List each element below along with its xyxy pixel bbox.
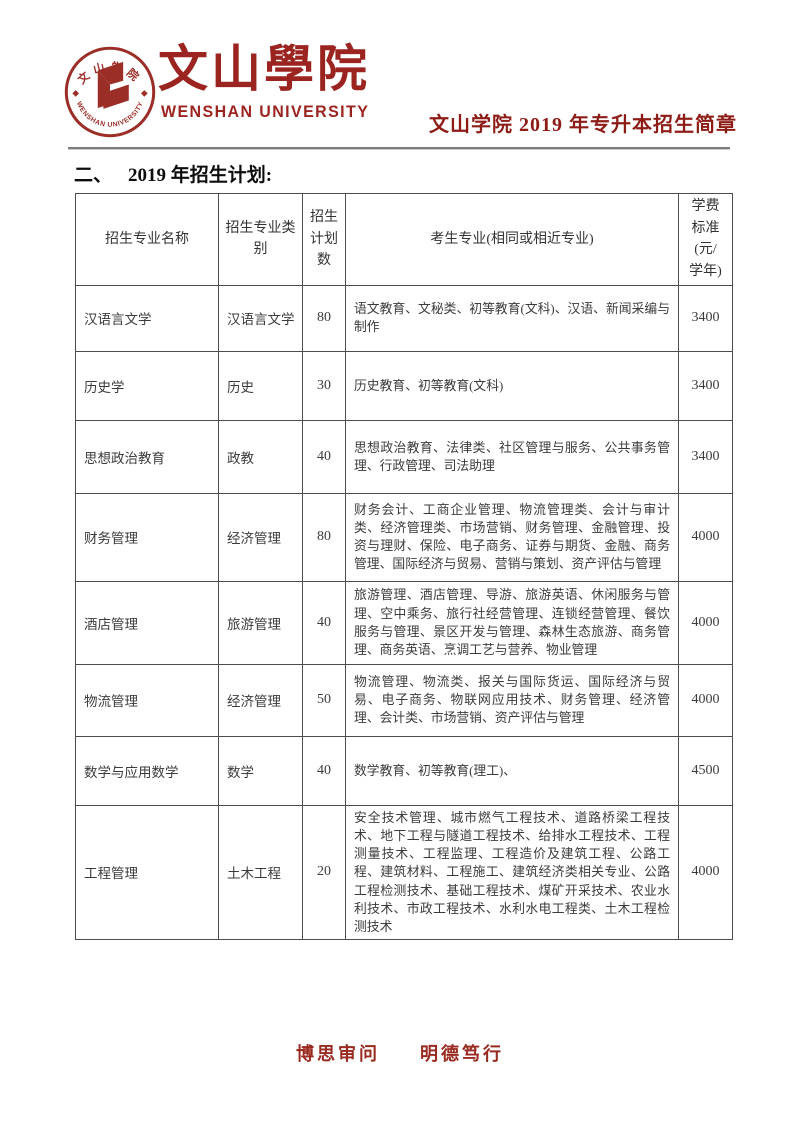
cell-tuition: 4000 bbox=[678, 492, 733, 582]
cell-candidates: 历史教育、初等教育(文科) bbox=[345, 350, 679, 421]
col-header-tuition: 学费 标准 (元/ 学年) bbox=[678, 193, 733, 286]
seal-right-dot bbox=[140, 90, 148, 97]
cell-plan: 20 bbox=[302, 804, 346, 941]
section-heading: 二、 2019 年招生计划: bbox=[74, 160, 272, 187]
cell-tuition: 4000 bbox=[678, 804, 733, 941]
cell-category: 汉语言文学 bbox=[218, 284, 303, 352]
cell-candidates: 旅游管理、酒店管理、导游、旅游英语、休闲服务与管理、空中乘务、旅行社经营管理、连… bbox=[345, 580, 679, 665]
table-row: 历史学 历史 30 历史教育、初等教育(文科) 3400 bbox=[75, 350, 733, 421]
cell-major: 物流管理 bbox=[75, 663, 219, 737]
section-title: 2019 年招生计划: bbox=[128, 165, 273, 186]
table-row: 物流管理 经济管理 50 物流管理、物流类、报关与国际货运、国际经济与贸易、电子… bbox=[75, 663, 733, 737]
cell-category: 经济管理 bbox=[218, 663, 303, 737]
table-row: 汉语言文学 汉语言文学 80 语文教育、文秘类、初等教育(文科)、汉语、新闻采编… bbox=[75, 284, 733, 352]
cell-category: 旅游管理 bbox=[218, 580, 303, 665]
cell-tuition: 3400 bbox=[678, 284, 733, 352]
header-divider bbox=[68, 147, 730, 150]
footer-motto: 博思审问 明德笃行 bbox=[0, 1040, 800, 1066]
admission-plan-table-container: 招生专业名称 招生专业类别 招生 计划 数 考生专业(相同或相近专业) 学费 标… bbox=[75, 193, 733, 941]
cell-major: 思想政治教育 bbox=[75, 419, 219, 494]
cell-major: 财务管理 bbox=[75, 492, 219, 582]
cell-category: 土木工程 bbox=[218, 804, 303, 941]
table-row: 思想政治教育 政教 40 思想政治教育、法律类、社区管理与服务、公共事务管理、行… bbox=[75, 419, 733, 494]
cell-tuition: 4000 bbox=[678, 580, 733, 665]
cell-candidates: 语文教育、文秘类、初等教育(文科)、汉语、新闻采编与制作 bbox=[345, 284, 679, 352]
col-header-major: 招生专业名称 bbox=[75, 193, 219, 286]
cell-plan: 50 bbox=[302, 663, 346, 737]
cell-candidates: 思想政治教育、法律类、社区管理与服务、公共事务管理、行政管理、司法助理 bbox=[345, 419, 679, 494]
cell-candidates: 财务会计、工商企业管理、物流管理类、会计与审计类、经济管理类、市场营销、财务管理… bbox=[345, 492, 679, 582]
cell-category: 经济管理 bbox=[218, 492, 303, 582]
table-row: 工程管理 土木工程 20 安全技术管理、城市燃气工程技术、道路桥梁工程技术、地下… bbox=[75, 804, 733, 941]
cell-plan: 40 bbox=[302, 419, 346, 494]
cell-plan: 80 bbox=[302, 492, 346, 582]
col-header-plan: 招生 计划 数 bbox=[302, 193, 346, 286]
motto-right: 明德笃行 bbox=[420, 1044, 504, 1064]
cell-major: 数学与应用数学 bbox=[75, 735, 219, 806]
cell-candidates: 数学教育、初等教育(理工)、 bbox=[345, 735, 679, 806]
seal-left-dot bbox=[72, 90, 80, 97]
cell-major: 历史学 bbox=[75, 350, 219, 421]
cell-category: 数学 bbox=[218, 735, 303, 806]
cell-major: 汉语言文学 bbox=[75, 284, 219, 352]
cell-plan: 30 bbox=[302, 350, 346, 421]
cell-tuition: 4500 bbox=[678, 735, 733, 806]
cell-category: 历史 bbox=[218, 350, 303, 421]
table-row: 数学与应用数学 数学 40 数学教育、初等教育(理工)、 4500 bbox=[75, 735, 733, 806]
admission-plan-table: 招生专业名称 招生专业类别 招生 计划 数 考生专业(相同或相近专业) 学费 标… bbox=[75, 193, 733, 941]
motto-left: 博思审问 bbox=[296, 1044, 380, 1064]
university-name-cn: 文山學院 bbox=[158, 41, 370, 97]
cell-candidates: 物流管理、物流类、报关与国际货运、国际经济与贸易、电子商务、物联网应用技术、财务… bbox=[345, 663, 679, 737]
table-row: 酒店管理 旅游管理 40 旅游管理、酒店管理、导游、旅游英语、休闲服务与管理、空… bbox=[75, 580, 733, 665]
cell-tuition: 3400 bbox=[678, 419, 733, 494]
cell-tuition: 4000 bbox=[678, 663, 733, 737]
cell-tuition: 3400 bbox=[678, 350, 733, 421]
cell-major: 工程管理 bbox=[75, 804, 219, 941]
table-header-row: 招生专业名称 招生专业类别 招生 计划 数 考生专业(相同或相近专业) 学费 标… bbox=[75, 193, 733, 286]
cell-plan: 80 bbox=[302, 284, 346, 352]
cell-category: 政教 bbox=[218, 419, 303, 494]
section-number: 二、 bbox=[74, 165, 113, 186]
cell-plan: 40 bbox=[302, 580, 346, 665]
cell-major: 酒店管理 bbox=[75, 580, 219, 665]
document-title: 文山学院 2019 年专升本招生简章 bbox=[429, 114, 737, 136]
col-header-candidates: 考生专业(相同或相近专业) bbox=[345, 193, 679, 286]
cell-candidates: 安全技术管理、城市燃气工程技术、道路桥梁工程技术、地下工程与隧道工程技术、给排水… bbox=[345, 804, 679, 941]
col-header-category: 招生专业类别 bbox=[218, 193, 303, 286]
table-row: 财务管理 经济管理 80 财务会计、工商企业管理、物流管理类、会计与审计类、经济… bbox=[75, 492, 733, 582]
university-seal-icon: 文山学院 WENSHAN UNIVERSITY bbox=[64, 46, 156, 138]
university-name-en: WENSHAN UNIVERSITY bbox=[161, 102, 370, 121]
seal-book-mark bbox=[97, 61, 129, 109]
cell-plan: 40 bbox=[302, 735, 346, 806]
